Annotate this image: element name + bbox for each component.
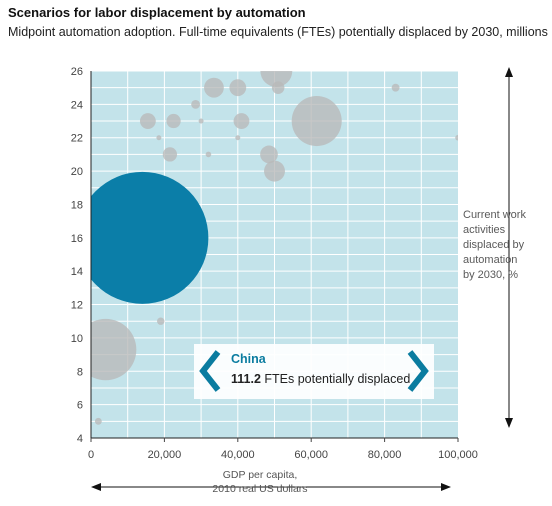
chevron-right-icon[interactable] bbox=[402, 348, 432, 394]
callout-value: 111.2 bbox=[231, 372, 261, 386]
data-bubble bbox=[264, 160, 285, 182]
callout-value-line: 111.2 FTEs potentially displaced bbox=[231, 372, 410, 386]
data-bubble bbox=[91, 318, 137, 381]
y-tick-label: 4 bbox=[77, 433, 83, 445]
y-axis-label: Current work activities displaced by aut… bbox=[463, 208, 548, 283]
axes bbox=[90, 71, 458, 439]
data-bubble bbox=[191, 99, 201, 109]
data-bubble bbox=[271, 81, 285, 94]
y-axis-label-line: automation bbox=[463, 254, 518, 266]
data-bubble bbox=[139, 113, 156, 129]
y-tick-label: 8 bbox=[77, 366, 83, 378]
x-tick-label: 40,000 bbox=[221, 449, 255, 461]
data-bubble bbox=[205, 151, 212, 158]
y-tick-label: 10 bbox=[71, 333, 83, 345]
y-tick-label: 14 bbox=[71, 266, 83, 278]
x-tick-label: 100,000 bbox=[438, 449, 478, 461]
data-bubble bbox=[204, 77, 224, 98]
country-callout: China 111.2 FTEs potentially displaced bbox=[194, 344, 434, 399]
chart-title: Scenarios for labor displacement by auto… bbox=[8, 5, 306, 20]
y-tick-label: 20 bbox=[71, 166, 83, 178]
x-tick-label: 20,000 bbox=[148, 449, 182, 461]
data-bubble bbox=[391, 83, 400, 92]
y-tick-label: 24 bbox=[71, 99, 83, 111]
data-bubble bbox=[94, 417, 102, 425]
y-axis-label-line: by 2030, % bbox=[463, 269, 519, 281]
data-bubble bbox=[162, 147, 178, 162]
data-bubble bbox=[233, 113, 250, 129]
y-axis-label-line: displaced by bbox=[463, 239, 525, 251]
data-bubble bbox=[198, 118, 204, 124]
chevron-left-icon[interactable] bbox=[196, 348, 226, 394]
y-tick-label: 16 bbox=[71, 233, 83, 245]
y-tick-label: 26 bbox=[71, 66, 83, 78]
data-bubble bbox=[291, 96, 342, 147]
data-bubble bbox=[156, 135, 162, 141]
x-axis-label: GDP per capita, 2010 real US dollars bbox=[180, 468, 340, 496]
y-tick-label: 12 bbox=[71, 300, 83, 312]
data-bubble bbox=[455, 134, 458, 141]
data-bubble bbox=[157, 317, 165, 325]
highlight-bubble-china bbox=[91, 171, 209, 304]
data-bubble bbox=[235, 135, 241, 141]
callout-country: China bbox=[231, 352, 266, 366]
chart-subtitle: Midpoint automation adoption. Full-time … bbox=[8, 25, 548, 39]
bubble-layer bbox=[91, 71, 458, 425]
y-tick-label: 22 bbox=[71, 133, 83, 145]
data-bubble bbox=[260, 145, 278, 164]
data-bubble bbox=[166, 113, 181, 129]
data-bubble bbox=[260, 71, 293, 87]
x-tick-label: 60,000 bbox=[294, 449, 328, 461]
data-bubble bbox=[229, 79, 247, 97]
x-axis-label-line: 2010 real US dollars bbox=[212, 483, 308, 495]
y-axis-label-line: Current work bbox=[463, 209, 526, 221]
callout-value-suffix: FTEs potentially displaced bbox=[260, 372, 411, 386]
tick-labels: 4 6 8 10 12 14 16 18 20 22 24 26 0 20,000 40,000 60,000… bbox=[71, 66, 478, 461]
x-tick-label: 80,000 bbox=[368, 449, 402, 461]
y-axis-label-line: activities bbox=[463, 224, 506, 236]
y-tick-label: 18 bbox=[71, 199, 83, 211]
y-tick-label: 6 bbox=[77, 400, 83, 412]
x-tick-label: 0 bbox=[88, 449, 94, 461]
x-axis-label-line: GDP per capita, bbox=[222, 469, 298, 481]
